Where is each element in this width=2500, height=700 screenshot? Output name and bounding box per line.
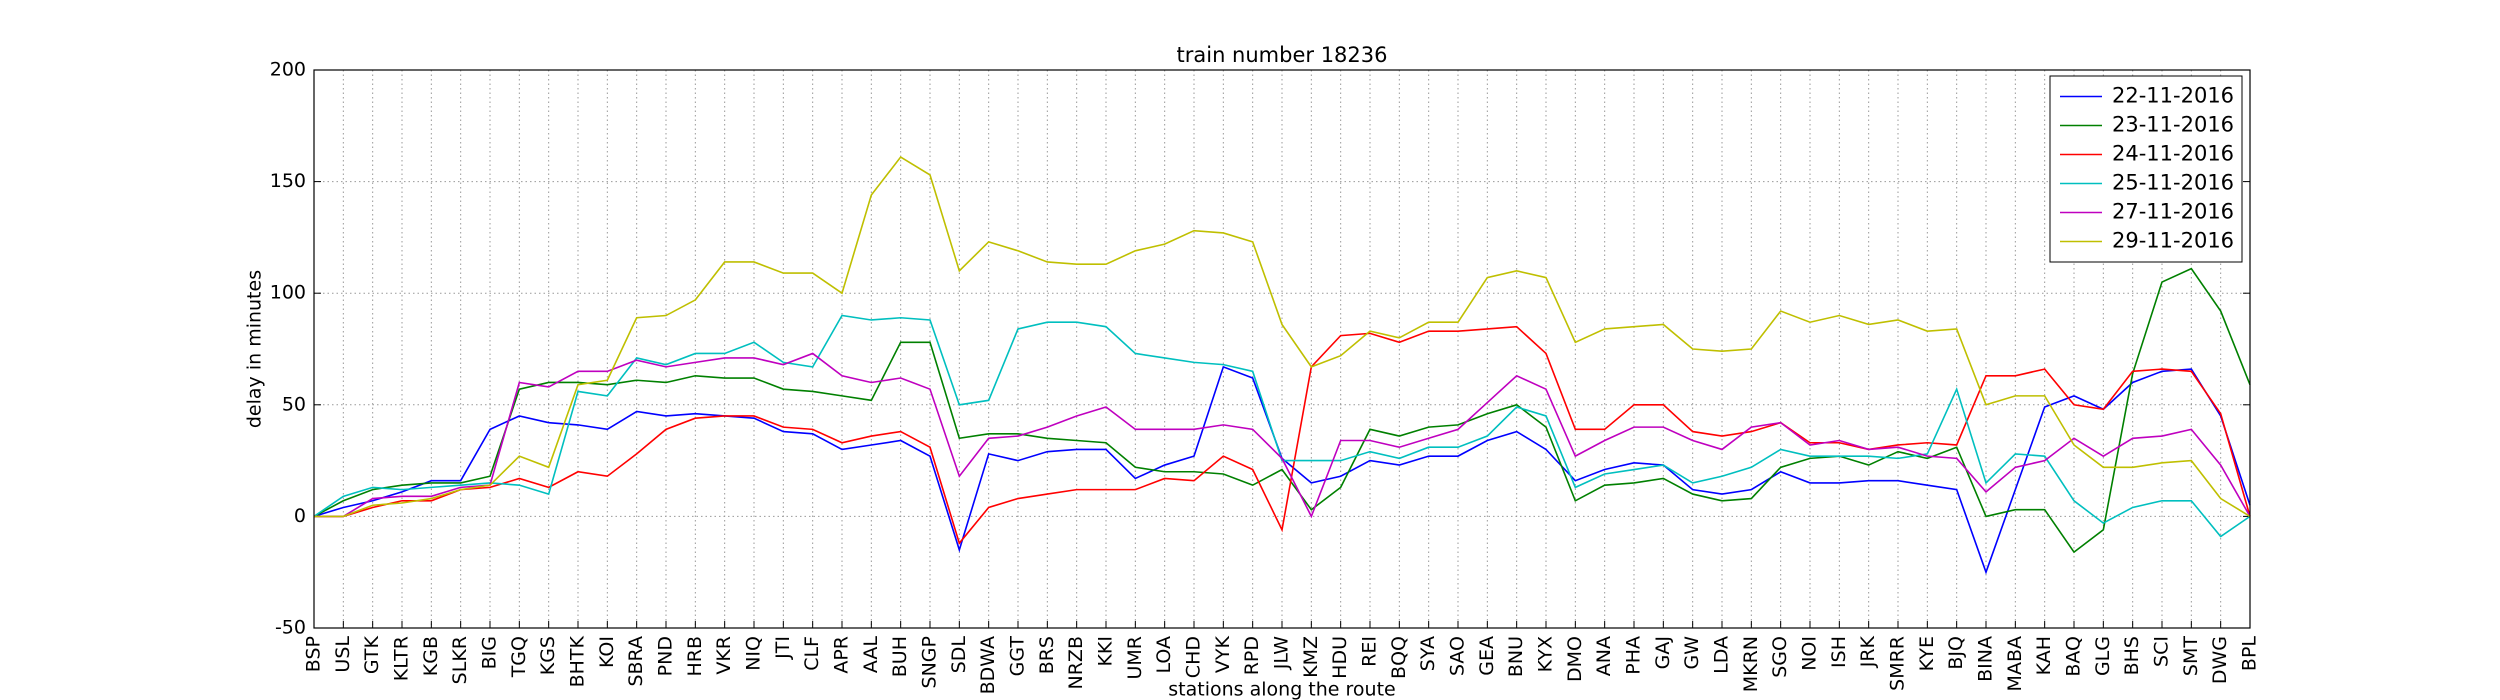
x-tick-label: CLF [801, 636, 823, 671]
series-line [313, 267, 2251, 554]
x-tick-label: MKRN [1740, 636, 1762, 692]
legend: 22-11-2016 23-11-2016 24-11-2016 25-11-2016… [2049, 75, 2243, 263]
x-tick-label: KLTR [391, 636, 413, 681]
x-tick-label: SLKR [449, 636, 471, 684]
x-tick-label: DMO [1564, 636, 1586, 682]
x-tick-label: HDU [1329, 636, 1351, 679]
series-line [313, 314, 2251, 538]
x-tick-label: NOI [1799, 636, 1821, 671]
x-tick-label: DWG [2209, 636, 2231, 684]
x-tick-label: SMT [2180, 636, 2202, 676]
x-tick-label: PHA [1623, 636, 1645, 675]
x-tick-label: BUH [889, 636, 911, 677]
x-tick-label: GTK [361, 635, 383, 674]
x-tick-label: BJQ [1945, 636, 1967, 670]
x-tick-label: BHTK [567, 635, 589, 687]
x-tick-label: KGS [537, 636, 559, 675]
x-tick-label: GGT [1007, 636, 1029, 677]
x-tick-label: KAH [2033, 636, 2055, 675]
x-tick-label: NRZB [1065, 636, 1087, 689]
x-tick-label: BQQ [1388, 636, 1410, 679]
x-tick-label: BPL [2239, 636, 2261, 671]
y-tick-label: 100 [270, 282, 306, 304]
x-tick-label: UMR [1124, 636, 1146, 680]
y-tick-label: 50 [282, 393, 306, 415]
legend-label: 25-11-2016 [2112, 171, 2234, 195]
series-line [314, 352, 2251, 519]
legend-label: 22-11-2016 [2112, 84, 2234, 108]
series-line [314, 325, 2251, 545]
x-tick-label: KYE [1916, 636, 1938, 671]
x-tick-label: KKI [1095, 636, 1117, 667]
x-tick-label: ISH [1828, 636, 1850, 668]
x-tick-label: JLW [1271, 636, 1293, 670]
series-line [314, 155, 2251, 518]
x-tick-label: SCI [2151, 636, 2173, 667]
x-tick-label: GEA [1476, 636, 1498, 676]
x-tick-label: NIQ [743, 636, 765, 671]
x-tick-label: TGQ [508, 636, 530, 678]
chart-title: train number 18236 [1177, 43, 1388, 67]
x-tick-label: RPD [1241, 636, 1263, 675]
x-tick-label: JRK [1857, 635, 1879, 668]
x-tick-label: VKR [713, 636, 735, 675]
x-tick-label: KGB [420, 636, 442, 676]
legend-box [2049, 75, 2243, 263]
x-tick-label: SMRR [1887, 636, 1909, 691]
y-tick-label: 0 [294, 505, 306, 527]
legend-label: 23-11-2016 [2112, 113, 2234, 137]
x-tick-label: SNGP [919, 636, 941, 688]
y-tick-label: 200 [270, 59, 306, 81]
x-tick-label: BNU [1505, 636, 1527, 677]
x-tick-label: AAL [860, 636, 882, 674]
plot-frame [313, 69, 2251, 629]
x-tick-label: HRB [684, 636, 706, 677]
x-tick-label: GW [1681, 636, 1703, 670]
x-tick-label: MABA [2004, 636, 2026, 691]
x-tick-label: BSP [303, 636, 325, 672]
x-tick-label: BRS [1036, 636, 1058, 674]
y-axis-label: delay in minutes [244, 270, 266, 428]
x-axis-label: stations along the route [1168, 679, 1395, 700]
x-tick-label: KOI [596, 636, 618, 668]
x-tick-label: JTI [772, 636, 794, 660]
x-tick-label: SGO [1769, 636, 1791, 678]
x-tick-label: BAQ [2063, 636, 2085, 677]
x-tick-label: BHS [2121, 636, 2143, 675]
x-tick-label: KYX [1535, 636, 1557, 672]
x-tick-label: SDL [948, 636, 970, 674]
x-tick-label: GAJ [1652, 636, 1674, 669]
x-tick-label: SBRA [625, 636, 647, 687]
x-tick-label: BINA [1975, 636, 1997, 682]
x-tick-label: SAO [1447, 636, 1469, 676]
x-tick-label: LOA [1153, 636, 1175, 674]
legend-label: 29-11-2016 [2112, 229, 2234, 253]
y-tick-label: 150 [270, 170, 306, 192]
x-tick-label: REI [1359, 636, 1381, 667]
x-tick-label: USL [332, 636, 354, 673]
x-tick-label: APR [831, 636, 853, 674]
x-tick-label: KMZ [1300, 636, 1322, 678]
x-tick-label: BDWA [977, 636, 999, 694]
x-tick-label: GLG [2092, 636, 2114, 676]
x-tick-label: BIG [479, 636, 501, 669]
x-tick-label: CHD [1183, 636, 1205, 678]
x-tick-label: VYK [1212, 635, 1234, 673]
x-tick-label: ANA [1593, 636, 1615, 676]
x-tick-label: PND [655, 636, 677, 676]
legend-label: 27-11-2016 [2112, 200, 2234, 224]
x-tick-label: SYA [1417, 636, 1439, 671]
legend-label: 24-11-2016 [2112, 142, 2234, 166]
y-tick-label: -50 [275, 617, 306, 639]
x-tick-label: LDA [1711, 636, 1733, 674]
